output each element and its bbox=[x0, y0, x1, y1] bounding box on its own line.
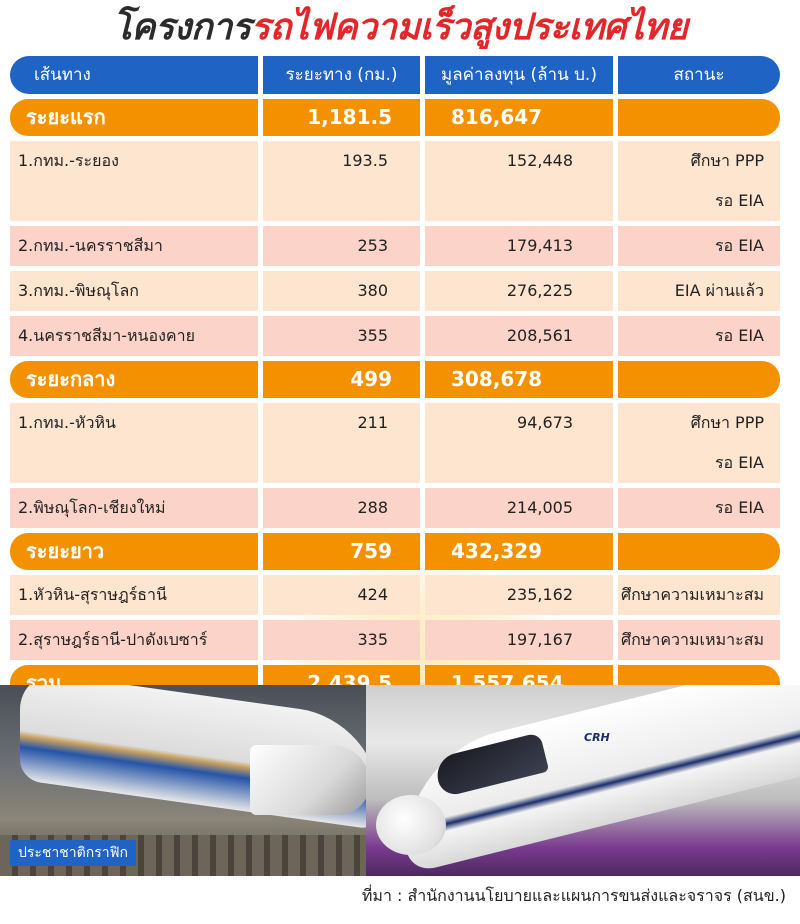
row-investment: 235,162 bbox=[425, 575, 613, 615]
row-distance: 193.5 bbox=[263, 141, 420, 221]
row-distance: 211 bbox=[263, 403, 420, 483]
phase-investment: 308,678 bbox=[425, 361, 613, 398]
phase-row: ระยะแรก 1,181.5 816,647 bbox=[10, 99, 780, 136]
row-route: 1.หัวหิน-สุราษฎร์ธานี bbox=[10, 575, 258, 615]
row-status: ศึกษา PPP รอ EIA bbox=[618, 141, 780, 221]
header-investment: มูลค่าลงทุน (ล้าน บ.) bbox=[425, 56, 613, 94]
phase-name: ระยะยาว bbox=[10, 533, 258, 570]
row-status: ศึกษาความเหมาะสม bbox=[618, 620, 780, 660]
row-investment: 214,005 bbox=[425, 488, 613, 528]
source-note: ที่มา : สำนักงานนโยบายและแผนการขนส่งและจ… bbox=[0, 876, 800, 924]
train-photo-right: CRH bbox=[366, 685, 800, 876]
table-row: 2.กทม.-นครราชสีมา 253 179,413 รอ EIA bbox=[10, 226, 780, 266]
status-line: รอ EIA bbox=[714, 191, 764, 210]
row-investment: 197,167 bbox=[425, 620, 613, 660]
table-row: 2.สุราษฎร์ธานี-ปาดังเบซาร์ 335 197,167 ศ… bbox=[10, 620, 780, 660]
row-route: 2.สุราษฎร์ธานี-ปาดังเบซาร์ bbox=[10, 620, 258, 660]
phase-investment: 432,329 bbox=[425, 533, 613, 570]
row-investment: 276,225 bbox=[425, 271, 613, 311]
phase-investment: 816,647 bbox=[425, 99, 613, 136]
row-distance: 424 bbox=[263, 575, 420, 615]
row-investment: 94,673 bbox=[425, 403, 613, 483]
table-row: 1.กทม.-หัวหิน 211 94,673 ศึกษา PPP รอ EI… bbox=[10, 403, 780, 483]
row-status: รอ EIA bbox=[618, 316, 780, 356]
phase-name: ระยะแรก bbox=[10, 99, 258, 136]
shinkansen-nose bbox=[250, 745, 370, 815]
status-line: รอ EIA bbox=[714, 236, 764, 255]
row-distance: 380 bbox=[263, 271, 420, 311]
table-row: 2.พิษณุโลก-เชียงใหม่ 288 214,005 รอ EIA bbox=[10, 488, 780, 528]
phase-distance: 499 bbox=[263, 361, 420, 398]
status-line: ศึกษา PPP bbox=[690, 413, 764, 432]
row-route: 4.นครราชสีมา-หนองคาย bbox=[10, 316, 258, 356]
row-route: 1.กทม.-ระยอง bbox=[10, 141, 258, 221]
title-part2: รถไฟความเร็วสูงประเทศไทย bbox=[250, 7, 688, 48]
row-status: รอ EIA bbox=[618, 226, 780, 266]
row-distance: 335 bbox=[263, 620, 420, 660]
row-distance: 253 bbox=[263, 226, 420, 266]
phase-status bbox=[618, 361, 780, 398]
table-row: 3.กทม.-พิษณุโลก 380 276,225 EIA ผ่านแล้ว bbox=[10, 271, 780, 311]
table-header: เส้นทาง ระยะทาง (กม.) มูลค่าลงทุน (ล้าน … bbox=[10, 56, 780, 94]
phase-row: ระยะกลาง 499 308,678 bbox=[10, 361, 780, 398]
table-row: 1.กทม.-ระยอง 193.5 152,448 ศึกษา PPP รอ … bbox=[10, 141, 780, 221]
status-line: EIA ผ่านแล้ว bbox=[674, 281, 764, 300]
status-line: รอ EIA bbox=[714, 326, 764, 345]
row-status: รอ EIA bbox=[618, 488, 780, 528]
header-distance: ระยะทาง (กม.) bbox=[263, 56, 420, 94]
phase-name: ระยะกลาง bbox=[10, 361, 258, 398]
row-investment: 179,413 bbox=[425, 226, 613, 266]
status-line: ศึกษาความเหมาะสม bbox=[620, 585, 764, 604]
status-line: รอ EIA bbox=[714, 498, 764, 517]
phase-status bbox=[618, 99, 780, 136]
status-line: รอ EIA bbox=[714, 453, 764, 472]
row-investment: 208,561 bbox=[425, 316, 613, 356]
table-row: 4.นครราชสีมา-หนองคาย 355 208,561 รอ EIA bbox=[10, 316, 780, 356]
project-table: เส้นทาง ระยะทาง (กม.) มูลค่าลงทุน (ล้าน … bbox=[10, 56, 780, 707]
phase-distance: 1,181.5 bbox=[263, 99, 420, 136]
crh-logo: CRH bbox=[584, 731, 610, 744]
table-row: 1.หัวหิน-สุราษฎร์ธานี 424 235,162 ศึกษาค… bbox=[10, 575, 780, 615]
row-status: ศึกษาความเหมาะสม bbox=[618, 575, 780, 615]
header-route: เส้นทาง bbox=[10, 56, 258, 94]
page-title: โครงการรถไฟความเร็วสูงประเทศไทย bbox=[0, 2, 800, 54]
status-line: ศึกษาความเหมาะสม bbox=[620, 630, 764, 649]
header-status: สถานะ bbox=[618, 56, 780, 94]
row-status: ศึกษา PPP รอ EIA bbox=[618, 403, 780, 483]
phase-status bbox=[618, 533, 780, 570]
row-distance: 355 bbox=[263, 316, 420, 356]
row-investment: 152,448 bbox=[425, 141, 613, 221]
photo-credit: ประชาชาติกราฟิก bbox=[10, 840, 136, 866]
row-distance: 288 bbox=[263, 488, 420, 528]
row-route: 2.กทม.-นครราชสีมา bbox=[10, 226, 258, 266]
crh-train-nose bbox=[376, 795, 446, 855]
title-part1: โครงการ bbox=[112, 7, 252, 48]
phase-distance: 759 bbox=[263, 533, 420, 570]
status-line: ศึกษา PPP bbox=[690, 151, 764, 170]
phase-row: ระยะยาว 759 432,329 bbox=[10, 533, 780, 570]
row-status: EIA ผ่านแล้ว bbox=[618, 271, 780, 311]
row-route: 1.กทม.-หัวหิน bbox=[10, 403, 258, 483]
row-route: 3.กทม.-พิษณุโลก bbox=[10, 271, 258, 311]
row-route: 2.พิษณุโลก-เชียงใหม่ bbox=[10, 488, 258, 528]
